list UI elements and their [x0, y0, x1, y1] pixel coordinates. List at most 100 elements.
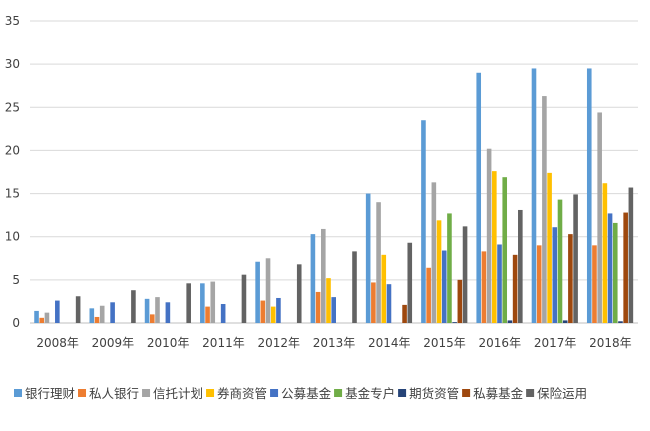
x-tick-label: 2018年	[589, 336, 632, 350]
bar	[492, 171, 497, 323]
bar	[518, 209, 523, 323]
legend-label: 券商资管	[217, 386, 267, 401]
bar	[628, 187, 634, 323]
bar	[452, 322, 457, 323]
bar	[386, 284, 392, 323]
bar	[457, 279, 463, 323]
axes: 0 5 10 15 20 25 30 35 2008年 2009年 2010年 2011年 2012年 2…	[5, 14, 632, 350]
legend-label: 信托计划	[153, 386, 203, 401]
legend-swatch	[526, 389, 535, 397]
y-tick-label: 15	[5, 187, 20, 201]
bar	[94, 316, 100, 323]
legend-label: 保险运用	[537, 386, 587, 401]
legend-label: 银行理财	[25, 386, 75, 401]
bar	[376, 202, 381, 323]
bar	[44, 312, 50, 323]
bar	[547, 172, 552, 323]
bar	[165, 302, 171, 323]
bar	[421, 120, 426, 323]
bar	[426, 267, 431, 323]
bar	[99, 305, 105, 323]
bar	[296, 264, 302, 323]
bar	[407, 242, 413, 323]
y-tick-label: 20	[5, 143, 20, 157]
bar	[241, 274, 247, 323]
bar	[607, 213, 613, 323]
legend-swatch	[270, 389, 279, 397]
legend-swatch	[398, 389, 407, 397]
bar	[365, 193, 371, 323]
bar	[462, 226, 468, 323]
bar	[497, 244, 502, 323]
bar	[618, 321, 623, 323]
gridlines	[30, 20, 638, 324]
bar	[131, 290, 136, 323]
bar	[592, 245, 597, 323]
bar	[149, 314, 155, 323]
legend-swatch	[14, 389, 22, 397]
bar	[557, 199, 563, 323]
bar	[586, 68, 592, 323]
bar	[75, 296, 81, 323]
bar	[270, 306, 276, 323]
bar	[220, 304, 226, 323]
bar	[39, 317, 45, 323]
bar	[502, 177, 508, 323]
bar	[612, 222, 618, 323]
bar	[542, 96, 547, 323]
bar	[255, 261, 260, 323]
bar	[568, 234, 573, 323]
bar	[447, 213, 452, 323]
legend-swatch	[206, 389, 215, 397]
x-tick-label: 2014年	[368, 336, 411, 350]
bar	[210, 281, 216, 323]
x-tick-label: 2017年	[534, 336, 577, 350]
bar	[55, 300, 60, 323]
bar	[402, 304, 407, 323]
legend-label: 公募基金	[281, 386, 332, 401]
x-tick-label: 2009年	[92, 336, 135, 350]
bar	[371, 282, 376, 323]
bar	[602, 183, 608, 323]
bar	[315, 291, 321, 323]
bar	[436, 220, 442, 323]
y-tick-label: 30	[5, 57, 20, 71]
bar	[552, 227, 558, 323]
bar	[481, 251, 487, 323]
bar	[205, 306, 210, 323]
x-tick-label: 2010年	[147, 336, 190, 350]
bar	[34, 310, 39, 323]
bar	[381, 254, 387, 323]
legend-label: 私人银行	[89, 386, 139, 401]
x-tick-label: 2016年	[479, 336, 522, 350]
legend-swatch	[334, 389, 343, 397]
bar	[507, 320, 513, 323]
bar	[310, 234, 316, 323]
legend: 银行理财 私人银行 信托计划 券商资管 公募基金 基金专户 期货资管 私募基金 保险运用	[14, 386, 587, 401]
x-tick-label: 2008年	[36, 336, 79, 350]
bar	[321, 228, 326, 323]
x-tick-label: 2012年	[257, 336, 300, 350]
bar	[260, 300, 266, 323]
bar	[573, 194, 578, 323]
bar	[441, 250, 447, 323]
bar	[531, 68, 537, 323]
bar	[536, 245, 542, 323]
bar	[144, 298, 150, 323]
bar	[597, 112, 602, 323]
y-tick-label: 35	[5, 14, 20, 28]
bar	[562, 320, 568, 323]
bar	[276, 297, 281, 323]
bar	[110, 302, 115, 323]
y-tick-label: 5	[12, 273, 20, 287]
legend-label: 私募基金	[473, 386, 524, 401]
bar	[326, 278, 331, 323]
bar	[476, 72, 482, 324]
bar	[155, 297, 160, 323]
bar	[200, 283, 205, 323]
legend-swatch	[78, 389, 87, 397]
bar	[89, 308, 95, 323]
x-tick-label: 2011年	[202, 336, 245, 350]
